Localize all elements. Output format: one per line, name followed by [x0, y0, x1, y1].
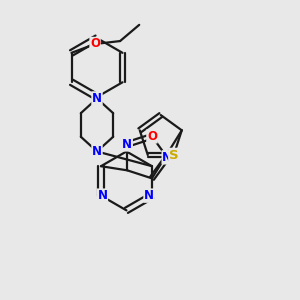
Text: S: S	[169, 148, 178, 161]
Text: N: N	[98, 189, 107, 202]
Text: N: N	[92, 92, 102, 105]
Text: O: O	[90, 38, 100, 50]
Text: N: N	[162, 151, 172, 164]
Text: N: N	[144, 189, 154, 202]
Text: O: O	[147, 130, 157, 143]
Text: N: N	[122, 138, 132, 151]
Text: N: N	[92, 145, 102, 158]
